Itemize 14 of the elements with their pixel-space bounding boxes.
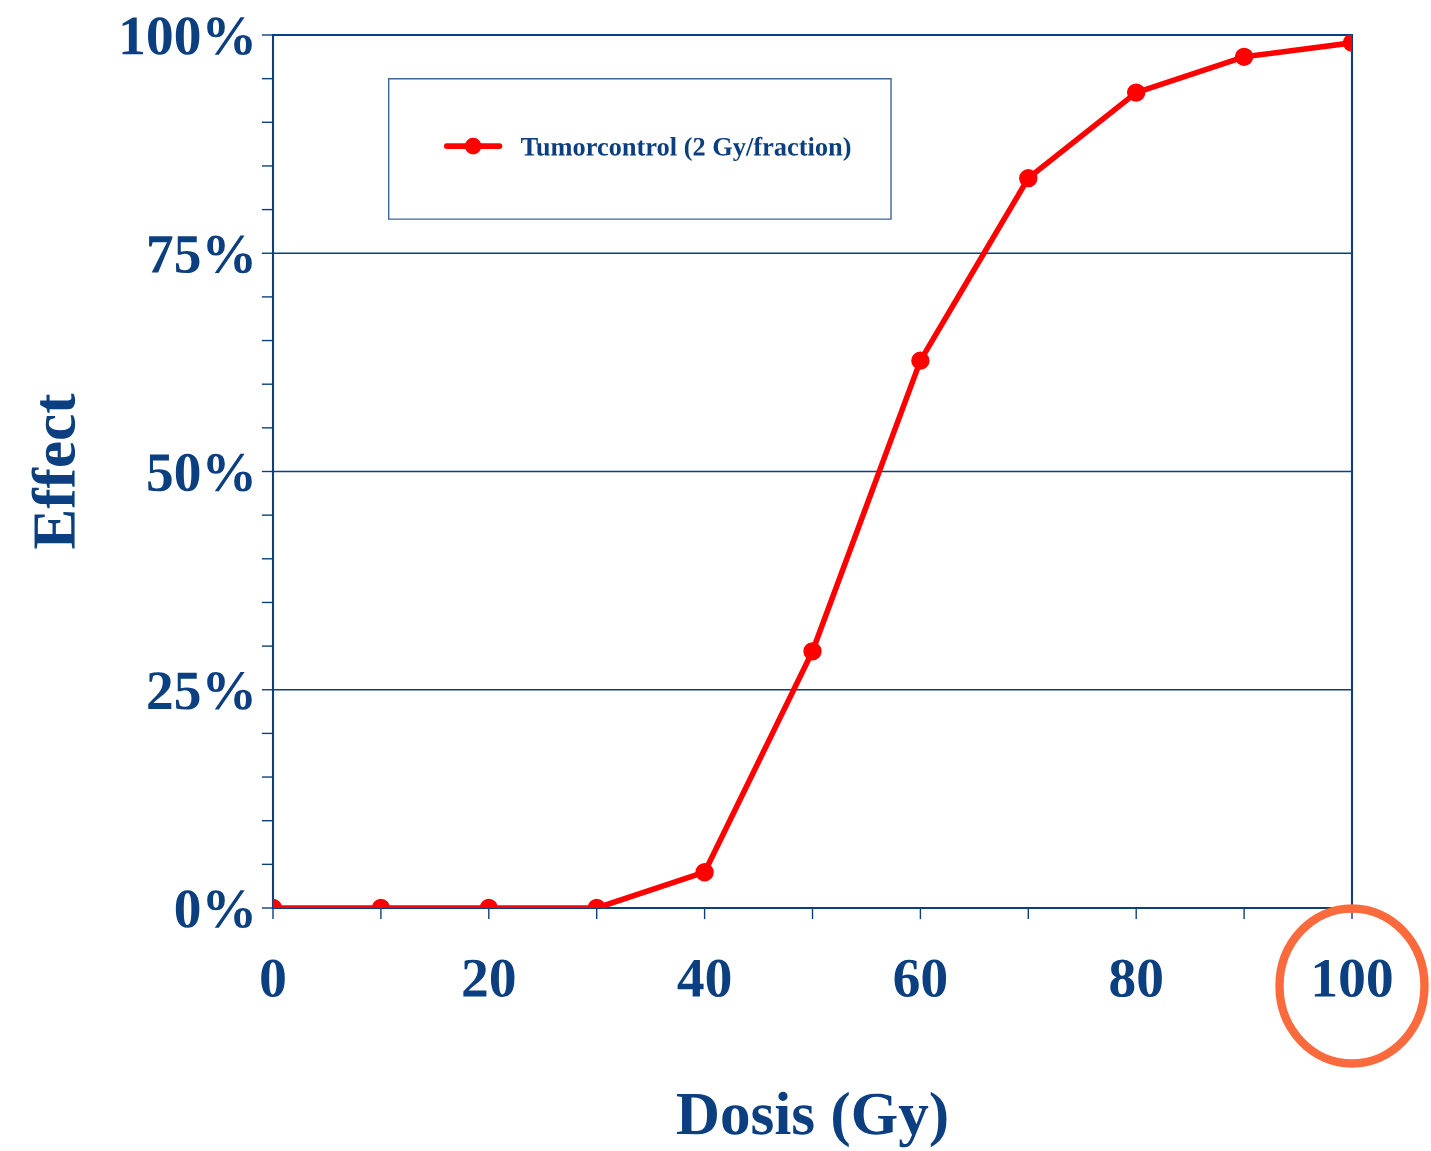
- y-axis-title: Effect: [31, 393, 76, 549]
- x-tick-label: 60: [894, 959, 947, 998]
- x-tick-label: 100: [1314, 959, 1392, 998]
- y-tick-label: 100%: [122, 17, 252, 55]
- x-tick-label: 20: [463, 959, 515, 998]
- x-tick-label: 0: [261, 959, 285, 998]
- legend-label: Tumorcontrol (2 Gy/fraction): [521, 136, 851, 162]
- y-tick-label: 50%: [148, 453, 252, 492]
- y-tick-label: 0%: [175, 890, 252, 928]
- y-tick-label: 75%: [149, 235, 252, 274]
- x-axis-title: Dosis (Gy): [676, 1091, 947, 1148]
- x-tick-label: 40: [677, 959, 731, 998]
- x-tick-label: 80: [1110, 959, 1162, 998]
- y-tick-label: 25%: [148, 672, 252, 710]
